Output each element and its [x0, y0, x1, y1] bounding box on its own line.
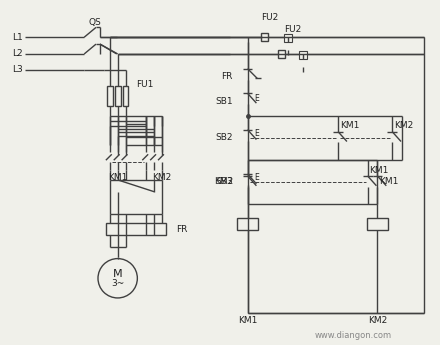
Text: KM1: KM1 — [370, 166, 389, 175]
Text: SB1: SB1 — [215, 97, 233, 106]
Text: KM1: KM1 — [108, 174, 127, 183]
Bar — [261, 33, 268, 41]
Text: KM2: KM2 — [152, 174, 172, 183]
Bar — [123, 86, 128, 106]
Text: FU1: FU1 — [136, 80, 154, 89]
Text: QS: QS — [89, 18, 102, 27]
Text: E: E — [254, 174, 259, 183]
Text: KM1: KM1 — [238, 316, 257, 325]
Bar — [107, 86, 113, 106]
Text: www.diangon.com: www.diangon.com — [314, 331, 392, 340]
Text: M: M — [113, 269, 122, 279]
Bar — [367, 218, 388, 230]
Text: FU2: FU2 — [284, 25, 301, 34]
Bar — [115, 86, 121, 106]
Text: KM2: KM2 — [368, 316, 387, 325]
Text: E: E — [254, 129, 259, 138]
Text: KM2: KM2 — [215, 177, 234, 186]
Bar — [284, 34, 292, 42]
Text: FR: FR — [221, 72, 233, 81]
Text: KM1: KM1 — [379, 177, 399, 186]
Text: 3~: 3~ — [111, 279, 124, 288]
Text: L3: L3 — [12, 65, 23, 74]
Text: FU2: FU2 — [261, 13, 279, 22]
Text: L2: L2 — [13, 49, 23, 58]
Bar — [106, 223, 166, 235]
Bar — [278, 50, 285, 58]
Text: SB2: SB2 — [215, 133, 233, 142]
Text: L1: L1 — [12, 33, 23, 42]
Text: FR: FR — [176, 225, 187, 234]
Bar — [237, 218, 258, 230]
Text: KM2: KM2 — [394, 121, 414, 130]
Text: SB3: SB3 — [215, 177, 233, 186]
Text: E: E — [254, 94, 259, 103]
Bar — [299, 51, 307, 59]
Text: KM1: KM1 — [340, 121, 359, 130]
